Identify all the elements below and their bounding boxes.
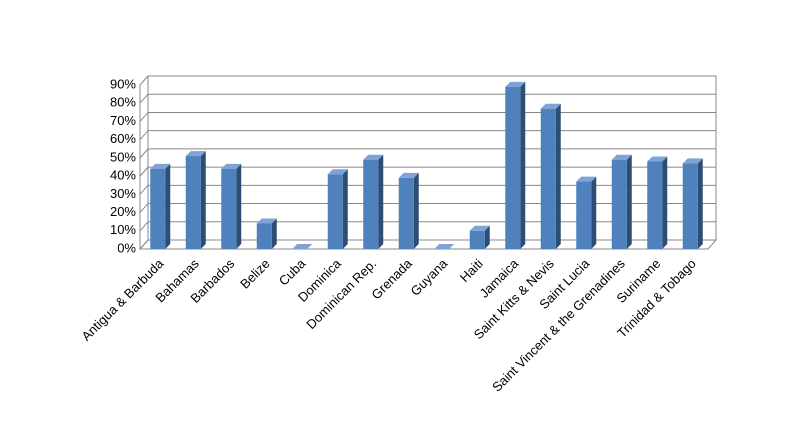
bar-face — [520, 81, 526, 249]
bar-face — [555, 103, 561, 249]
x-tick-label: Belize — [237, 256, 273, 292]
y-tick-label: 40% — [110, 168, 136, 183]
y-tick-label: 80% — [110, 95, 136, 110]
bar-face — [292, 244, 313, 249]
y-tick-label: 90% — [110, 76, 136, 91]
y-tick-label: 20% — [110, 204, 136, 219]
x-tick-label: Cuba — [276, 255, 309, 288]
bar-face — [185, 151, 206, 157]
bar-face — [150, 163, 171, 169]
bar-face — [256, 223, 272, 249]
bar — [185, 151, 206, 249]
bar-face — [626, 154, 632, 249]
bar-face — [469, 225, 490, 231]
bar-face — [165, 163, 171, 249]
grid-line — [139, 75, 149, 86]
y-tick-label: 30% — [110, 186, 136, 201]
bar-face — [611, 159, 627, 249]
bar-face — [682, 163, 698, 249]
x-tick-label: Haiti — [457, 256, 486, 285]
bar — [540, 103, 561, 249]
bar-face — [398, 177, 414, 249]
bar-face — [363, 159, 379, 249]
bar — [398, 172, 419, 249]
bar-face — [611, 154, 632, 160]
bar-face — [576, 176, 597, 182]
bar — [505, 81, 526, 249]
bar — [576, 176, 597, 249]
bar-face — [271, 218, 277, 249]
bar-face — [647, 161, 663, 249]
bar-face — [682, 158, 703, 164]
y-tick-label: 60% — [110, 131, 136, 146]
bar-face — [327, 174, 343, 249]
bar-face — [221, 163, 242, 169]
bar-face — [378, 154, 384, 249]
bar-face — [185, 156, 201, 249]
bar — [292, 244, 313, 249]
bar — [363, 154, 384, 249]
bar-face — [434, 244, 455, 249]
bar-face — [236, 163, 242, 249]
grid-line — [139, 203, 149, 213]
bar-face — [484, 225, 490, 249]
bar-face — [540, 108, 556, 249]
bar-face — [576, 181, 592, 249]
bar-face — [327, 169, 348, 175]
bar-face — [469, 230, 485, 249]
bar-face — [697, 158, 703, 249]
bar-face — [591, 176, 597, 249]
bar — [221, 163, 242, 249]
bar — [682, 158, 703, 249]
bar-face — [413, 172, 419, 249]
bar — [647, 156, 668, 249]
bar-face — [505, 81, 526, 87]
grid-line — [139, 93, 149, 104]
y-tick-label: 50% — [110, 149, 136, 164]
grid-line — [139, 130, 149, 140]
bar — [611, 154, 632, 249]
bar-face — [200, 151, 206, 249]
bar — [256, 218, 277, 249]
bar-face — [647, 156, 668, 162]
grid-line — [139, 112, 149, 122]
bar-face — [221, 168, 237, 249]
bar-face — [398, 172, 419, 178]
x-tick-label: Grenada — [368, 255, 415, 302]
grid-line — [139, 148, 149, 159]
y-tick-label: 10% — [110, 222, 136, 237]
bar-face — [150, 168, 166, 249]
bar — [434, 244, 455, 249]
grid-line — [139, 239, 149, 250]
bar-face — [540, 103, 561, 109]
bar-face — [363, 154, 384, 160]
bar — [469, 225, 490, 249]
bar — [150, 163, 171, 249]
x-tick-label: Guyana — [407, 255, 450, 298]
grid-line — [139, 221, 149, 232]
bar — [327, 169, 348, 249]
grid-line — [139, 185, 149, 195]
y-tick-label: 0% — [117, 240, 136, 255]
bar-face — [342, 169, 348, 249]
y-tick-label: 70% — [110, 113, 136, 128]
grid-line — [139, 166, 149, 177]
bar-face — [662, 156, 668, 249]
bar-face — [256, 218, 277, 224]
bar-face — [505, 86, 521, 249]
x-tick-label: Antigua & Barbuda — [79, 255, 167, 343]
